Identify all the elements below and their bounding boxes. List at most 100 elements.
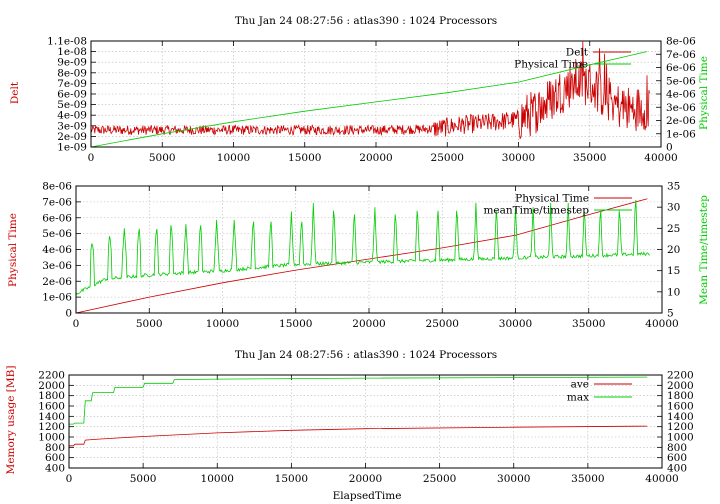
y-tick-label: 2e-06 <box>42 276 72 288</box>
x-tick-label: 30000 <box>497 473 530 485</box>
series-line-delt <box>90 41 650 139</box>
x-tick-label: 15000 <box>288 152 321 164</box>
y-tick-label: 2000 <box>38 380 65 392</box>
series-line-physical-time <box>75 198 648 314</box>
y2-tick-label: 1800 <box>667 390 694 402</box>
x-tick-label: 25000 <box>423 473 456 485</box>
y-tick-label: 4e-06 <box>42 244 72 256</box>
x-tick-label: 5000 <box>136 318 163 330</box>
memory-panel: Thu Jan 24 08:27:56 : atlas390 : 1024 Pr… <box>5 349 694 502</box>
y2-tick-label: 5 <box>667 308 674 320</box>
y-tick-label: 7e-09 <box>57 78 87 90</box>
x-tick-label: 5000 <box>130 473 157 485</box>
legend-label: Physical Time <box>515 193 589 205</box>
y2-tick-label: 4e-06 <box>666 89 696 101</box>
plot-frame <box>90 40 662 148</box>
x-tick-label: 35000 <box>573 152 606 164</box>
x-tick-label: 0 <box>73 318 80 330</box>
y-tick-label: 6e-09 <box>57 89 87 101</box>
x-tick-label: 25000 <box>426 318 459 330</box>
series-line-max <box>69 376 648 425</box>
legend-label: ave <box>571 379 589 391</box>
x-tick-label: 40000 <box>644 152 677 164</box>
y2-tick-label: 0 <box>666 142 673 154</box>
legend-label: Physical Time <box>514 59 588 71</box>
panel3-y-label: Memory usage [MB] <box>5 366 17 475</box>
y-tick-label: 5e-06 <box>42 228 72 240</box>
x-tick-label: 15000 <box>279 318 312 330</box>
x-tick-label: 5000 <box>149 152 176 164</box>
y-tick-label: 400 <box>45 463 65 475</box>
panel3-title: Thu Jan 24 08:27:56 : atlas390 : 1024 Pr… <box>235 349 497 361</box>
x-tick-label: 10000 <box>217 152 250 164</box>
series-line-meantime-timestep <box>75 199 651 296</box>
legend-label: meanTime/timestep <box>483 205 589 217</box>
y-tick-label: 1600 <box>38 401 65 413</box>
legend-label: max <box>567 392 589 404</box>
y-tick-label: 2e-09 <box>57 131 87 143</box>
x-tick-label: 20000 <box>349 473 382 485</box>
y-tick-label: 1.1e-08 <box>47 36 87 48</box>
x-tick-label: 20000 <box>359 152 392 164</box>
x-tick-label: 20000 <box>352 318 385 330</box>
y2-tick-label: 8e-06 <box>666 36 696 48</box>
y2-tick-label: 7e-06 <box>666 49 696 61</box>
panel1-y-label: Delt <box>9 81 21 104</box>
y2-tick-label: 1400 <box>667 411 694 423</box>
x-tick-label: 25000 <box>431 152 464 164</box>
legend-label: Delt <box>566 47 589 59</box>
y-tick-label: 5e-09 <box>57 99 87 111</box>
x-tick-label: 35000 <box>571 473 604 485</box>
x-tick-label: 10000 <box>201 473 234 485</box>
y2-tick-label: 800 <box>667 442 687 454</box>
y2-tick-label: 2200 <box>667 370 694 382</box>
y-tick-label: 1800 <box>38 390 65 402</box>
panel2-y2-label: Mean Time/timestep <box>698 195 710 305</box>
panel2-y-label: Physical Time <box>7 213 19 287</box>
y2-tick-label: 35 <box>667 181 680 193</box>
y-tick-label: 1200 <box>38 421 65 433</box>
series-line-physical-time <box>90 51 647 148</box>
y2-tick-label: 1600 <box>667 401 694 413</box>
y2-tick-label: 25 <box>667 223 680 235</box>
y-tick-label: 3e-09 <box>57 120 87 132</box>
y2-tick-label: 30 <box>667 202 680 214</box>
physical-time-panel: Physical Time Mean Time/timestep 0 1e-06 2… <box>7 181 710 331</box>
y-tick-label: 6e-06 <box>42 212 72 224</box>
panel3-x-label: ElapsedTime <box>333 490 402 502</box>
y-tick-label: 600 <box>45 452 65 464</box>
y2-tick-label: 2e-06 <box>666 115 696 127</box>
plot-frame <box>75 185 663 314</box>
y2-tick-label: 15 <box>667 265 680 277</box>
y-tick-label: 1400 <box>38 411 65 423</box>
y-tick-label: 7e-06 <box>42 196 72 208</box>
y-tick-label: 800 <box>45 442 65 454</box>
y-tick-label: 1e-08 <box>57 46 87 58</box>
panel1-title: Thu Jan 24 08:27:56 : atlas390 : 1024 Pr… <box>235 15 497 27</box>
y-tick-label: 8e-09 <box>57 67 87 79</box>
x-tick-label: 40000 <box>645 473 678 485</box>
y-tick-label: 8e-06 <box>42 181 72 193</box>
y2-tick-label: 1000 <box>667 432 694 444</box>
x-tick-label: 15000 <box>275 473 308 485</box>
y2-tick-label: 20 <box>667 244 680 256</box>
series-line-ave <box>69 425 648 447</box>
y-tick-label: 3e-06 <box>42 260 72 272</box>
x-tick-label: 30000 <box>499 318 532 330</box>
x-tick-label: 40000 <box>645 318 678 330</box>
x-tick-label: 35000 <box>572 318 605 330</box>
y-tick-label: 2200 <box>38 370 65 382</box>
y-tick-label: 1e-06 <box>42 292 72 304</box>
plot-frame <box>68 374 663 469</box>
x-tick-label: 30000 <box>502 152 535 164</box>
y2-tick-label: 6e-06 <box>666 62 696 74</box>
delt-panel: Thu Jan 24 08:27:56 : atlas390 : 1024 Pr… <box>9 15 710 164</box>
y-tick-label: 4e-09 <box>57 110 87 122</box>
y-tick-label: 9e-09 <box>57 57 87 69</box>
y-tick-label: 0 <box>65 308 72 320</box>
y2-tick-label: 400 <box>667 463 687 475</box>
y2-tick-label: 2000 <box>667 380 694 392</box>
x-tick-label: 10000 <box>206 318 239 330</box>
